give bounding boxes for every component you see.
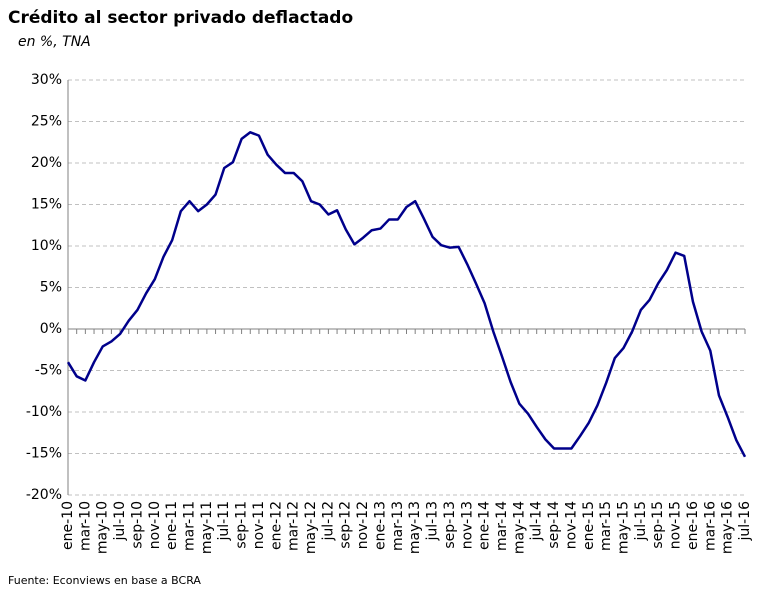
x-tick-label: jul-14 (529, 501, 545, 542)
y-tick-label: 0% (40, 321, 62, 337)
y-tick-label: -20% (26, 487, 62, 503)
x-tick-label: ene-11 (164, 501, 180, 550)
x-tick-label: jul-10 (112, 501, 128, 542)
x-tick-label: sep-10 (129, 501, 145, 549)
x-tick-label: nov-12 (355, 501, 371, 549)
x-tick-label: mar-15 (598, 501, 614, 551)
y-tick-label: 20% (31, 155, 62, 171)
x-tick-label: may-13 (407, 501, 423, 554)
chart-title: Crédito al sector privado deflactado (8, 8, 353, 28)
x-tick-label: mar-13 (390, 501, 406, 551)
y-tick-label: -5% (35, 363, 62, 379)
x-tick-label: may-10 (95, 501, 111, 554)
x-tick-label: nov-15 (668, 501, 684, 549)
x-tick-label: may-16 (720, 501, 736, 554)
x-tick-label: mar-16 (702, 501, 718, 551)
y-tick-label: -15% (26, 446, 62, 462)
y-tick-label: 25% (31, 114, 62, 130)
y-tick-label: -10% (26, 404, 62, 420)
x-tick-label: ene-15 (581, 501, 597, 550)
x-tick-label: may-15 (615, 501, 631, 554)
x-tick-label: jul-13 (425, 501, 441, 542)
x-tick-label: may-11 (199, 501, 215, 554)
x-tick-label: jul-11 (216, 501, 232, 542)
x-tick-label: mar-11 (182, 501, 198, 551)
y-tick-label: 5% (40, 280, 62, 296)
y-tick-label: 30% (31, 72, 62, 88)
y-tick-label: 15% (31, 197, 62, 213)
x-tick-label: sep-15 (650, 501, 666, 549)
x-tick-label: mar-12 (286, 501, 302, 551)
y-tick-label: 10% (31, 238, 62, 254)
x-tick-label: ene-16 (685, 501, 701, 550)
x-tick-label: sep-11 (234, 501, 250, 549)
x-tick-label: mar-10 (77, 501, 93, 551)
data-line (66, 131, 747, 458)
x-tick-label: ene-13 (372, 501, 388, 550)
x-tick-label: may-12 (303, 501, 319, 554)
x-tick-label: sep-12 (338, 501, 354, 549)
x-tick-label: ene-10 (60, 501, 76, 550)
x-tick-label: nov-13 (459, 501, 475, 549)
chart-subtitle: en %, TNA (18, 34, 91, 50)
x-tick-label: nov-11 (251, 501, 267, 549)
x-tick-label: may-14 (511, 501, 527, 554)
source-note: Fuente: Econviews en base a BCRA (8, 574, 201, 587)
x-tick-label: jul-15 (633, 501, 649, 542)
x-tick-label: nov-10 (147, 501, 163, 549)
x-tick-label: ene-12 (268, 501, 284, 550)
x-tick-label: sep-13 (442, 501, 458, 549)
x-tick-label: jul-12 (320, 501, 336, 542)
x-tick-label: sep-14 (546, 501, 562, 549)
x-tick-label: ene-14 (477, 501, 493, 550)
x-tick-label: nov-14 (563, 501, 579, 549)
x-tick-label: jul-16 (737, 501, 753, 542)
x-tick-label: mar-14 (494, 501, 510, 551)
